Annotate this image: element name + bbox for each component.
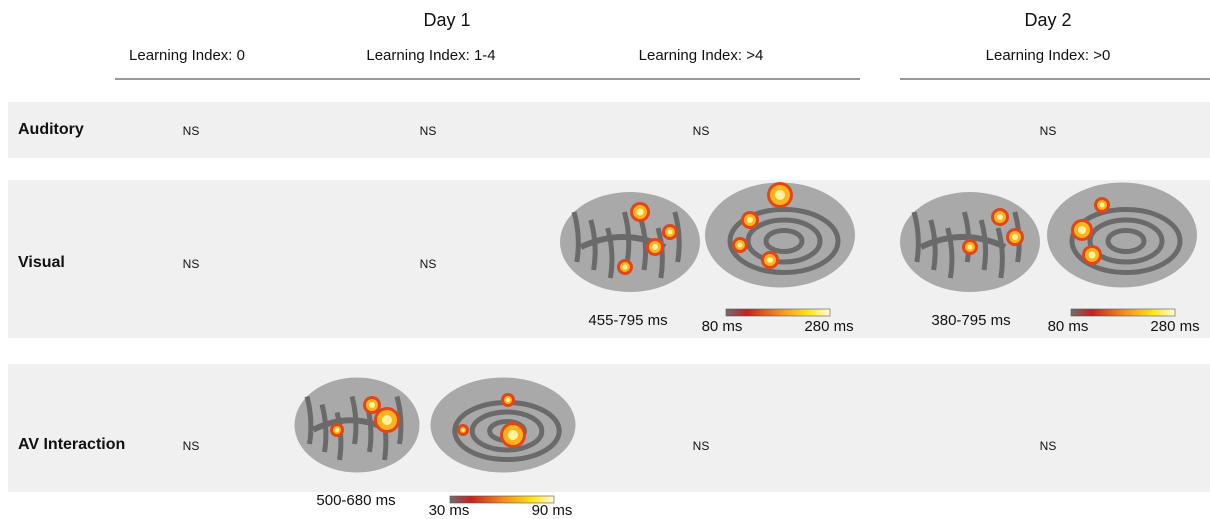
colorbar: [1070, 308, 1176, 317]
colorbar: [725, 308, 831, 317]
brain-part: [469, 409, 545, 453]
row-label: Visual: [18, 254, 65, 271]
brain-part: [571, 211, 581, 263]
brain-part: [727, 207, 841, 275]
cell-text: NS: [692, 124, 710, 138]
brain-part: [1099, 202, 1105, 208]
brain-part: [304, 395, 314, 445]
row-label: Auditory: [18, 121, 84, 138]
row-band: [8, 364, 1210, 492]
scale-min: 30 ms: [428, 502, 470, 519]
brain-part: [622, 264, 628, 270]
brain-part: [928, 219, 938, 271]
brain-part: [588, 219, 598, 271]
brain-part: [506, 398, 510, 402]
brain-part: [967, 244, 973, 250]
brain-part: [1088, 251, 1096, 259]
brain-part: [763, 228, 805, 254]
brain-part: [636, 208, 644, 216]
brain-part: [767, 257, 773, 263]
brain-part: [745, 217, 823, 265]
brain-part: [461, 428, 465, 432]
brain-part: [945, 227, 955, 279]
cell-text: NS: [1039, 124, 1057, 138]
day-label: Day 1: [423, 10, 471, 30]
brain-part: [672, 211, 682, 263]
row-band: [8, 102, 1210, 158]
brain-part: [319, 403, 329, 453]
brain-part: [997, 214, 1003, 220]
scale-max: 90 ms: [531, 502, 573, 519]
brain-part: [508, 430, 518, 440]
cell-text: NS: [692, 439, 710, 453]
cell-text: NS: [182, 439, 200, 453]
brain-part: [382, 415, 392, 425]
column-label: Learning Index: >4: [638, 47, 764, 64]
scale-min: 80 ms: [1047, 318, 1089, 335]
brain-part: [335, 428, 339, 432]
cell-text: NS: [182, 124, 200, 138]
brain-part: [652, 244, 658, 250]
time-window: 380-795 ms: [931, 312, 1011, 329]
brain-part: [775, 190, 785, 200]
brain-part: [394, 395, 404, 445]
brain-part: [638, 219, 649, 271]
time-window: 455-795 ms: [588, 312, 668, 329]
scale-max: 280 ms: [1150, 318, 1200, 335]
brain-part: [605, 227, 615, 279]
cell-text: NS: [1039, 439, 1057, 453]
scale-max: 280 ms: [804, 318, 854, 335]
brain-part: [334, 411, 344, 461]
cell-text: NS: [419, 257, 437, 271]
row-label: AV Interaction: [18, 436, 126, 453]
brain-part: [1087, 217, 1165, 265]
scale-min: 80 ms: [701, 318, 743, 335]
cell-text: NS: [182, 257, 200, 271]
brain-part: [737, 242, 743, 248]
time-window: 500-680 ms: [316, 492, 396, 509]
brain-part: [1069, 207, 1183, 275]
day-label: Day 2: [1024, 10, 1072, 30]
brain-part: [369, 402, 375, 408]
brain-part: [667, 229, 673, 235]
brain-part: [1105, 228, 1147, 254]
brain-part: [1012, 234, 1018, 240]
brain-part: [747, 217, 753, 223]
brain-part: [655, 227, 665, 279]
brain-part: [978, 219, 989, 271]
column-label: Learning Index: >0: [985, 47, 1111, 64]
colorbar: [449, 495, 555, 504]
column-label: Learning Index: 0: [129, 47, 245, 64]
brain-part: [911, 211, 921, 263]
brain-part: [1078, 226, 1086, 234]
column-label: Learning Index: 1-4: [366, 47, 496, 64]
brain-part: [919, 234, 1007, 250]
brain-part: [995, 227, 1005, 279]
cell-text: NS: [419, 124, 437, 138]
